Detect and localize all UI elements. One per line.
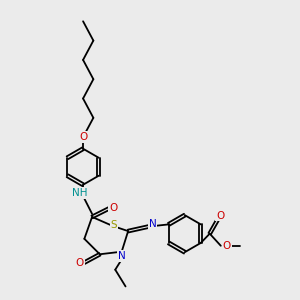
Text: N: N (118, 251, 126, 261)
Text: O: O (216, 211, 224, 220)
Text: N: N (149, 219, 156, 229)
Text: O: O (79, 132, 87, 142)
Text: O: O (223, 241, 231, 251)
Text: O: O (109, 203, 118, 213)
Text: NH: NH (72, 188, 88, 198)
Text: O: O (76, 258, 84, 268)
Text: S: S (111, 220, 117, 230)
